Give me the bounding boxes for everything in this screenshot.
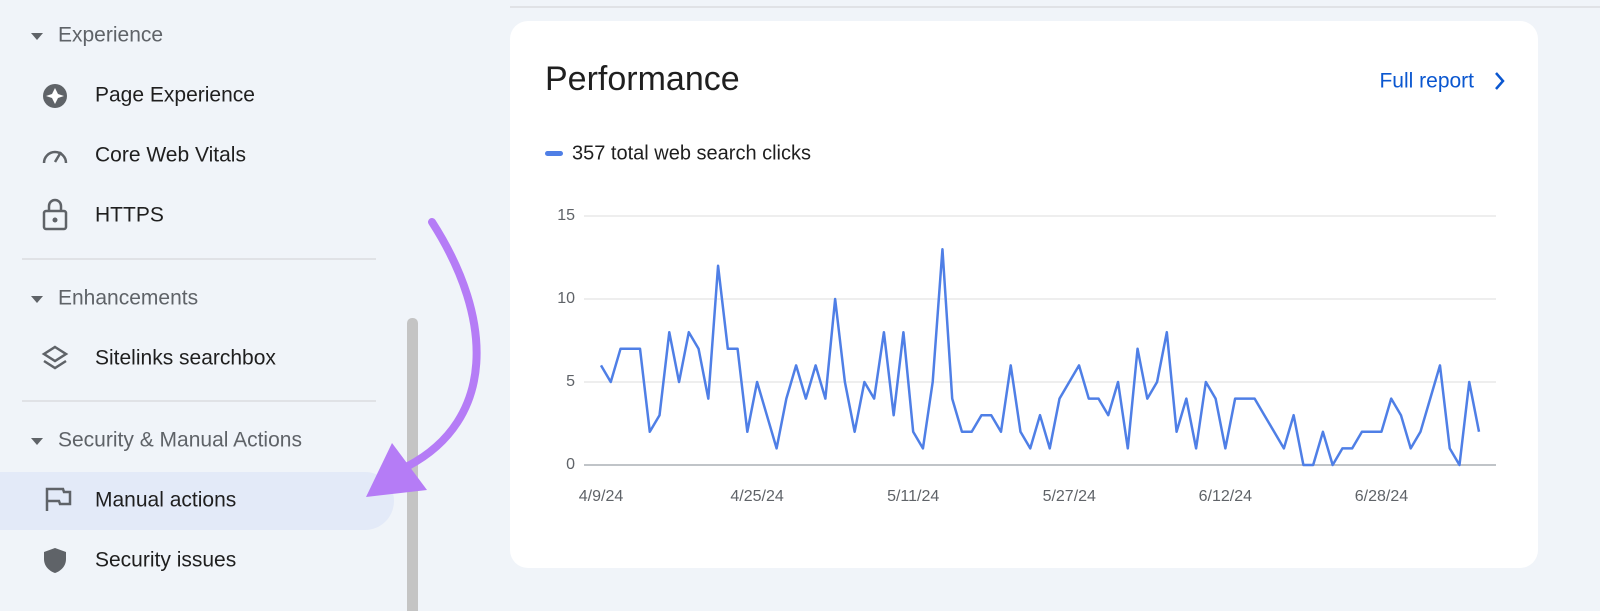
x-tick-label: 5/27/24 — [1043, 488, 1096, 505]
icon — [52, 217, 58, 223]
x-tick-label: 6/28/24 — [1355, 488, 1408, 505]
nav-item[interactable]: Core Web Vitals — [95, 144, 246, 167]
icon — [44, 548, 66, 573]
full-report-link[interactable]: Full report — [1379, 70, 1474, 93]
section-title[interactable]: Enhancements — [58, 287, 198, 310]
sidebar: Experience Page Experience Core Web Vita… — [0, 24, 481, 611]
legend-label: 357 total web search clicks — [572, 142, 811, 164]
x-tick-label: 4/9/24 — [579, 488, 624, 505]
icon — [41, 345, 69, 370]
icon — [42, 150, 68, 164]
chevron[interactable] — [1495, 72, 1505, 90]
legend-swatch — [545, 151, 563, 156]
icon — [42, 209, 68, 231]
section-title[interactable]: Experience — [58, 24, 163, 47]
y-tick-label: 15 — [557, 207, 575, 224]
arrow — [404, 218, 481, 470]
y-tick-label: 5 — [566, 373, 575, 390]
nav-item[interactable]: Manual actions — [95, 489, 236, 512]
arrow-head — [366, 443, 427, 497]
active-highlight — [0, 472, 394, 530]
section-title[interactable]: Security & Manual Actions — [58, 429, 302, 452]
icon — [53, 151, 63, 163]
caret — [31, 438, 43, 445]
icon — [45, 487, 72, 511]
chart: 0 5 10 15 4/9/24 4/25/24 5/11/24 5/27/24 6/12/24… — [545, 142, 1496, 505]
x-tick-label: 4/25/24 — [730, 488, 783, 505]
icon — [47, 198, 63, 211]
y-tick-label: 0 — [566, 456, 575, 473]
card-title: Performance — [545, 60, 740, 98]
nav-item[interactable]: Sitelinks searchbox — [95, 347, 276, 370]
icon — [46, 88, 64, 104]
x-tick-label: 6/12/24 — [1199, 488, 1252, 505]
nav-item[interactable]: HTTPS — [95, 204, 164, 227]
y-tick-label: 10 — [557, 290, 575, 307]
caret — [31, 33, 43, 40]
nav-item[interactable]: Page Experience — [95, 84, 255, 107]
nav-item[interactable]: Security issues — [95, 549, 236, 572]
caret — [31, 296, 43, 303]
line-series — [599, 247, 1481, 467]
x-tick-label: 5/11/24 — [887, 488, 939, 505]
card — [510, 21, 1538, 568]
